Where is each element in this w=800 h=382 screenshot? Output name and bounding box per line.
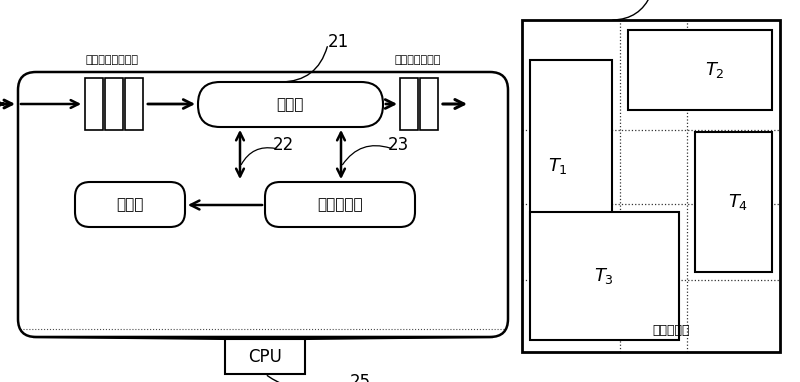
Bar [530, 60, 612, 272]
Text: 资源管理器: 资源管理器 [317, 197, 363, 212]
Text: 23: 23 [387, 136, 409, 154]
Text: 布局器: 布局器 [116, 197, 144, 212]
Polygon shape [33, 337, 493, 339]
Text: $T_4$: $T_4$ [728, 192, 748, 212]
Text: 21: 21 [327, 33, 349, 51]
Text: 25: 25 [350, 373, 370, 382]
Bar [225, 339, 305, 374]
Text: 任务等待调度队列: 任务等待调度队列 [86, 55, 138, 65]
Bar [105, 78, 123, 130]
Text: CPU: CPU [248, 348, 282, 366]
Bar [522, 20, 780, 352]
FancyBboxPatch shape [18, 72, 508, 337]
Bar [695, 132, 772, 272]
FancyBboxPatch shape [75, 182, 185, 227]
Bar [85, 78, 103, 130]
FancyBboxPatch shape [198, 82, 383, 127]
Bar [420, 78, 438, 130]
Text: 22: 22 [272, 136, 294, 154]
Bar [400, 78, 418, 130]
Text: $T_2$: $T_2$ [705, 60, 725, 80]
Bar [530, 212, 679, 340]
Text: $T_3$: $T_3$ [594, 266, 614, 286]
Text: 已调度任务队列: 已调度任务队列 [395, 55, 441, 65]
FancyBboxPatch shape [265, 182, 415, 227]
Bar [628, 30, 772, 110]
Text: 调度器: 调度器 [276, 97, 304, 113]
Bar [125, 78, 143, 130]
Text: $T_1$: $T_1$ [548, 156, 568, 176]
Text: 可重构器件: 可重构器件 [652, 324, 690, 337]
